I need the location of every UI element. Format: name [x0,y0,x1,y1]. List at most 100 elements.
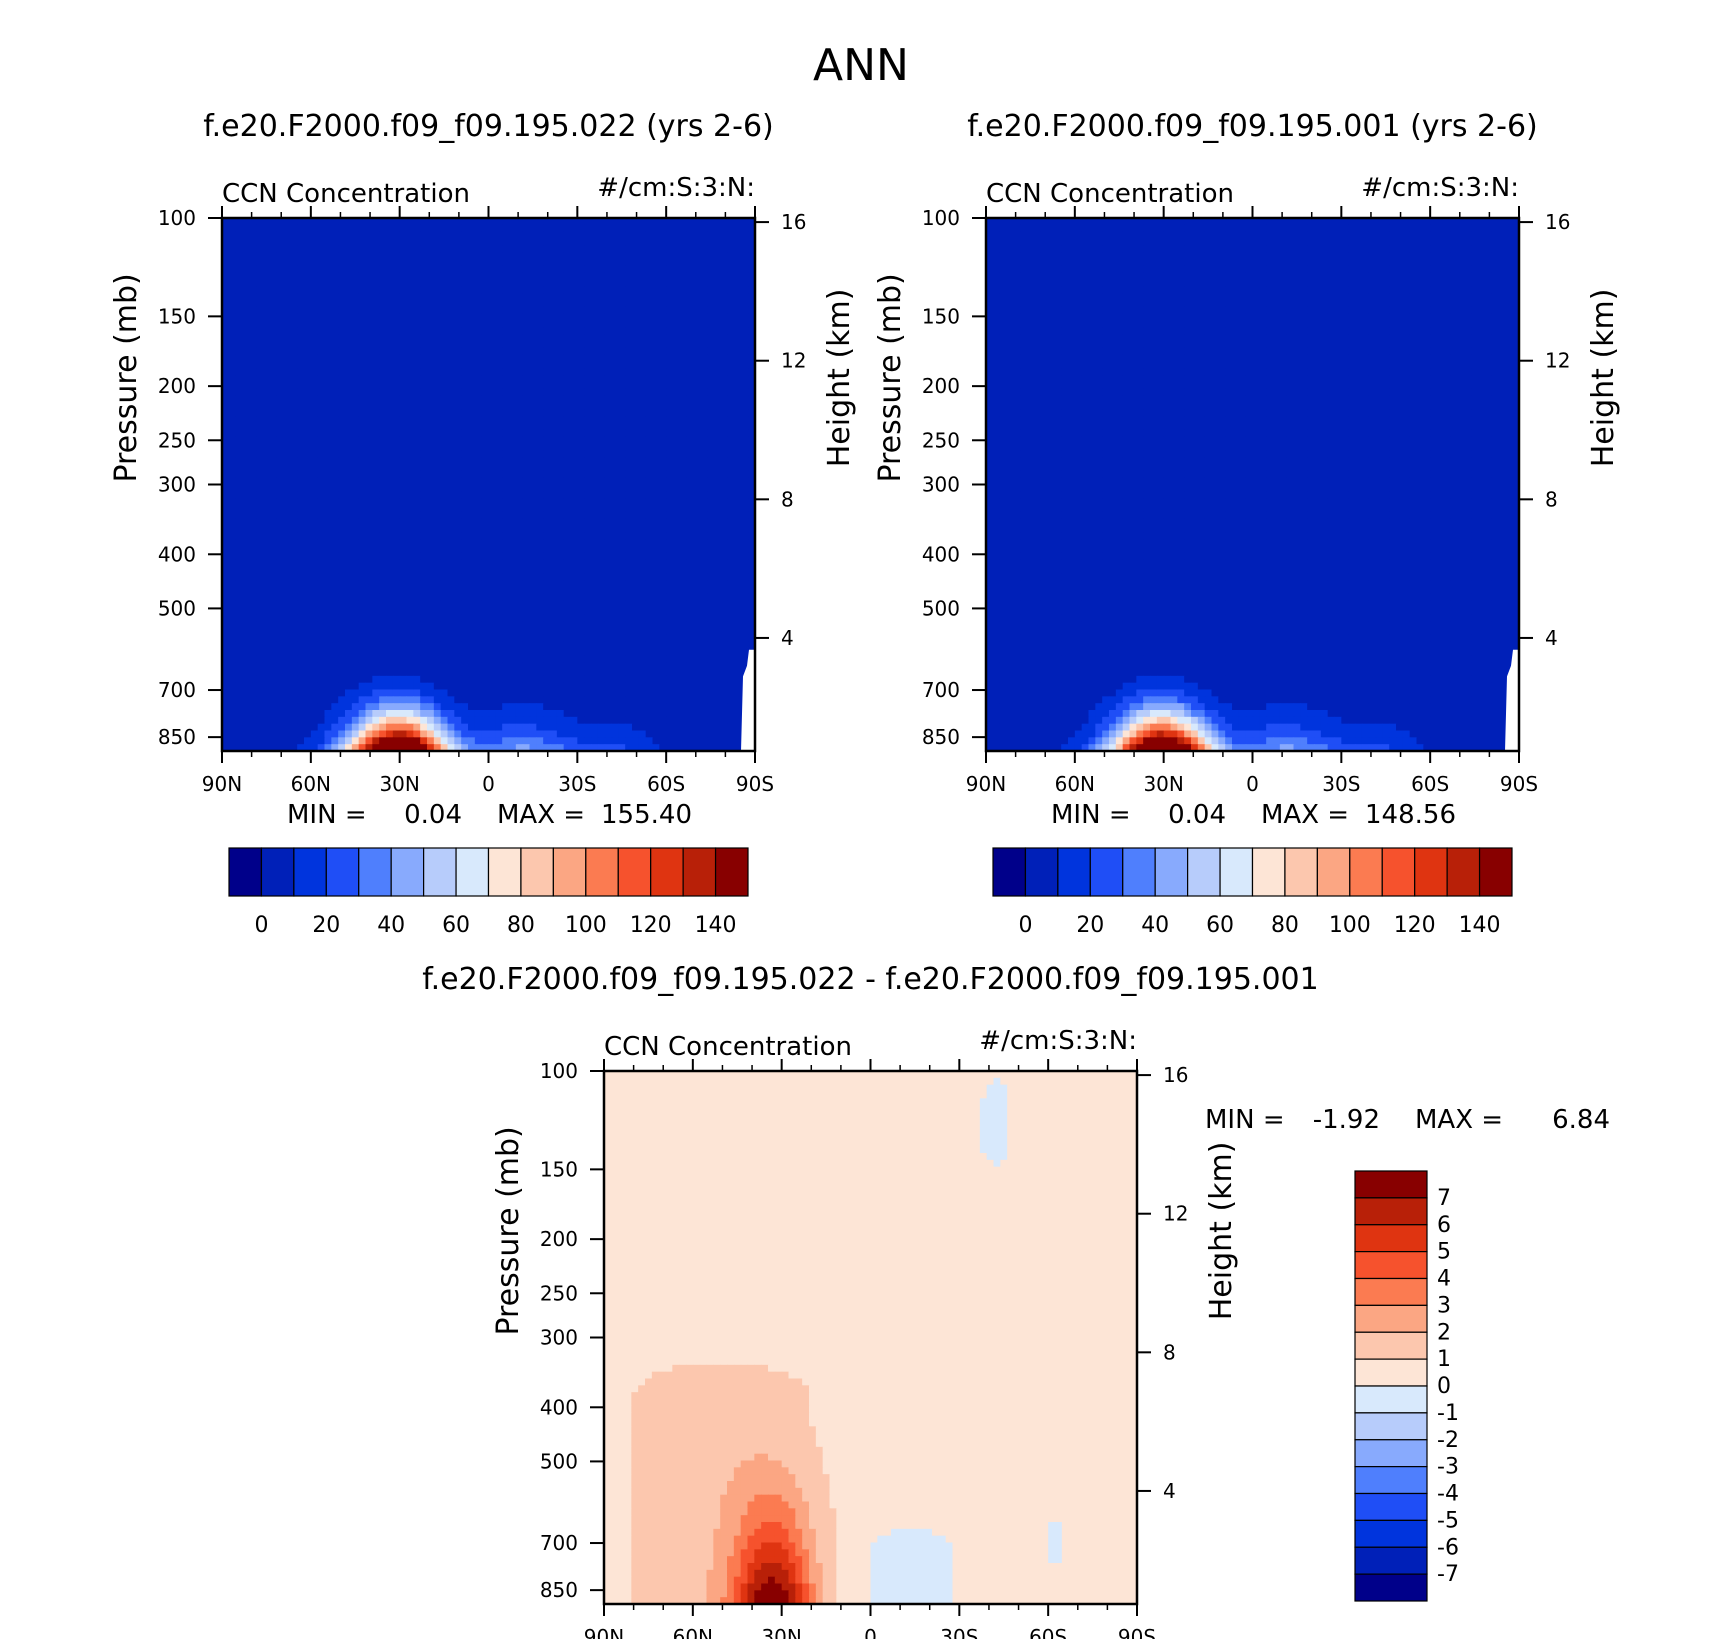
field-cell [550,402,558,410]
field-cell [597,552,606,561]
field-cell [727,450,736,458]
field-cell [529,566,537,574]
field-cell [317,368,326,376]
field-cell [276,532,285,540]
field-cell [433,464,442,472]
field-cell [222,552,230,561]
field-cell [693,368,701,376]
field-cell [222,518,230,527]
field-cell [304,546,312,554]
field-cell [406,525,414,533]
field-cell [242,347,250,356]
field-cell [413,491,421,499]
field-cell [365,252,373,260]
field-cell [269,429,278,438]
field-cell [570,580,578,588]
field-cell [741,566,749,574]
field-cell [365,265,373,274]
field-cell [556,272,565,281]
field-cell [488,607,496,615]
field-cell [563,265,572,274]
field-cell [331,436,339,445]
field-cell [454,279,462,287]
field-cell [454,477,462,486]
field-cell [543,218,551,226]
field-cell [686,532,695,540]
field-cell [304,259,312,267]
field-cell [659,395,667,404]
field-cell [406,464,414,472]
field-cell [673,286,681,294]
field-cell [748,313,756,322]
field-cell [235,648,244,656]
field-cell [420,252,428,260]
field-cell [727,252,736,260]
field-cell [638,477,647,486]
field-cell [420,525,428,533]
field-cell [632,600,640,609]
field-cell [249,429,257,438]
field-cell [550,347,558,356]
field-cell [563,491,572,499]
field-cell [461,634,469,643]
field-cell [604,443,613,451]
field-cell [276,395,285,404]
field-cell [515,245,524,253]
field-cell [256,559,264,568]
field-cell [707,347,715,356]
field-cell [509,607,517,615]
field-cell [447,272,455,281]
field-cell [604,265,613,274]
field-cell [338,279,346,287]
field-cell [666,600,674,609]
field-cell [577,245,585,253]
field-cell [611,607,619,615]
field-cell [386,341,394,349]
field-cell [461,593,469,602]
field-cell [386,470,394,479]
field-cell [495,648,503,656]
field-cell [686,361,695,369]
field-cell [399,306,408,315]
field-cell [550,231,558,240]
field-cell [358,580,367,588]
field-cell [714,347,722,356]
field-cell [345,491,353,499]
field-cell [700,361,708,369]
field-cell [522,354,531,363]
field-cell [372,388,380,397]
field-cell [495,614,503,622]
field-cell [365,634,373,643]
field-cell [638,436,647,445]
field-cell [351,457,360,465]
field-cell [263,224,271,233]
field-cell [474,470,483,479]
field-cell [502,313,510,322]
field-cell [495,327,503,335]
field-cell [338,231,346,240]
field-cell [543,423,551,431]
field-cell [365,525,373,533]
field-cell [488,327,496,335]
field-cell [399,341,408,349]
field-cell [509,436,517,445]
field-cell [591,382,599,390]
field-cell [263,641,271,650]
field-cell [317,238,326,246]
field-cell [693,218,701,226]
field-cell [304,429,312,438]
field-cell [420,593,428,602]
field-cell [570,354,578,363]
field-cell [433,580,442,588]
field-cell [679,341,688,349]
field-cell [543,238,551,246]
field-cell [495,559,503,568]
field-cell [570,279,578,287]
field-cell [481,539,490,547]
field-cell [365,628,373,636]
field-cell [447,614,455,622]
field-cell [632,518,640,527]
field-cell [591,286,599,294]
field-cell [454,347,462,356]
field-cell [379,518,387,527]
